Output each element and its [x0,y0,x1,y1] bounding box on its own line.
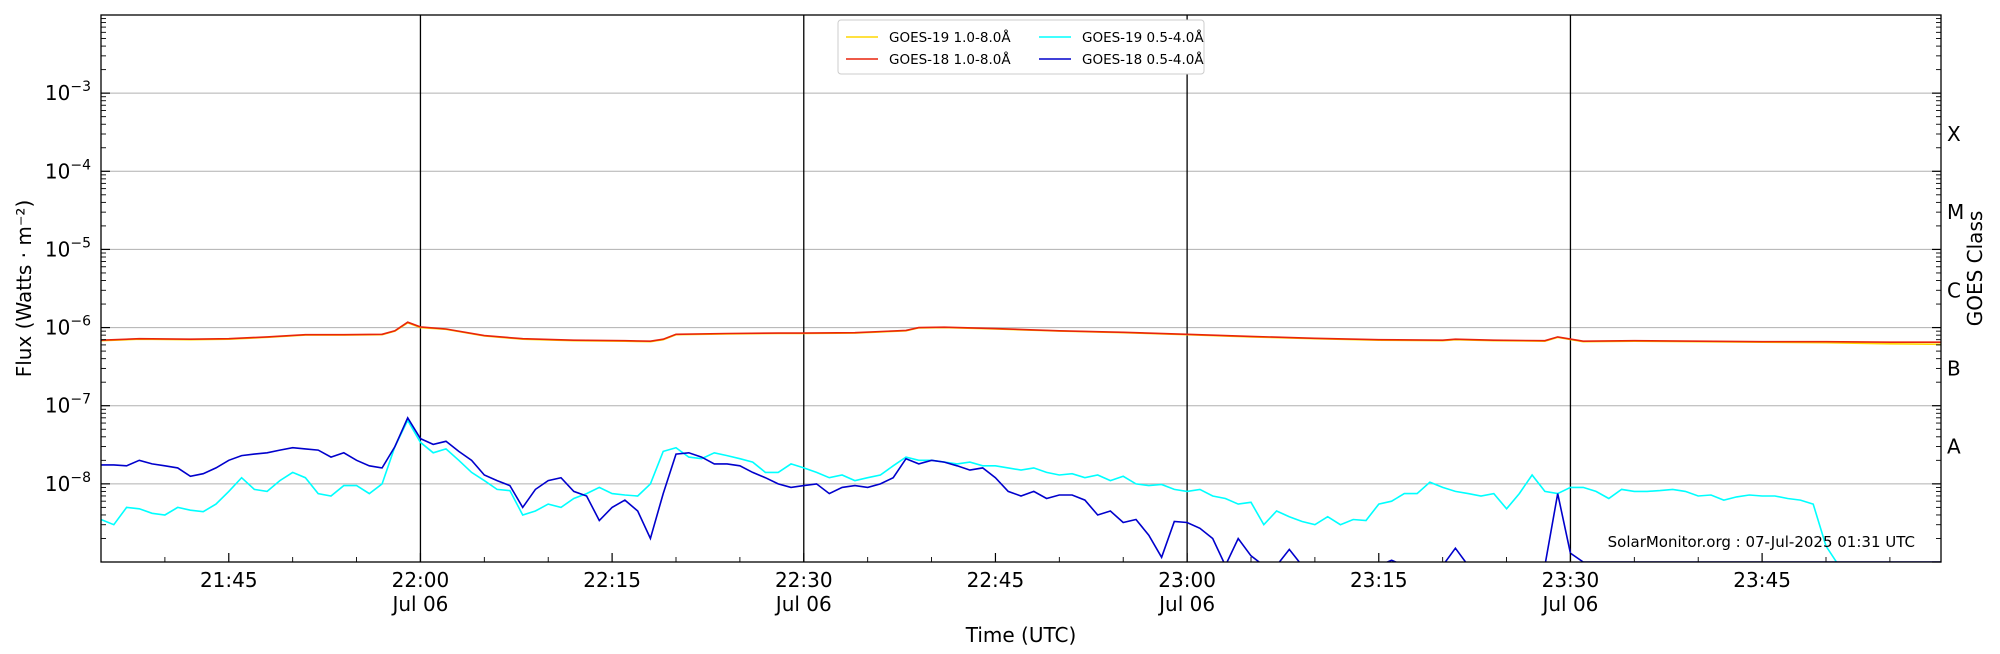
x-tick-date-label: Jul 06 [774,592,832,616]
y-tick-label: 10−4 [45,157,91,183]
y-tick-label: 10−7 [45,392,91,418]
x-tick-label: 23:00 [1158,568,1216,592]
x-tick-label: 23:15 [1350,568,1408,592]
series-layer [101,321,1941,562]
legend-box [837,19,1205,75]
plot-frame [100,14,1942,563]
source-annotation: SolarMonitor.org : 07-Jul-2025 01:31 UTC [1608,533,1915,551]
legend-label: GOES-18 0.5-4.0Å [1082,51,1204,68]
x-tick-date-label: Jul 06 [390,592,448,616]
y-axis-label: Flux (Watts · m⁻²) [12,200,36,378]
goes-class-label: M [1947,200,1964,224]
x-axis-label: Time (UTC) [965,623,1077,647]
y-tick-label: 10−8 [45,470,91,496]
goes-class-label: C [1947,278,1961,302]
legend-label: GOES-18 1.0-8.0Å [889,51,1011,68]
goes-class-axis-label: GOES Class [1963,211,1987,327]
x-tick-date-label: Jul 06 [1157,592,1215,616]
x-tick-label: 23:30 [1542,568,1600,592]
x-tick-label: 22:45 [967,568,1025,592]
x-tick-label: 22:30 [775,568,833,592]
y-tick-label: 10−6 [45,314,91,340]
series-line-2 [101,321,1941,344]
x-tick-label: 21:45 [200,568,258,592]
x-tick-label: 23:45 [1733,568,1791,592]
x-tick-date-label: Jul 06 [1540,592,1598,616]
series-line-4 [101,416,1941,562]
goes-class-label: A [1947,435,1961,459]
legend-label: GOES-19 1.0-8.0Å [889,29,1011,46]
x-tick-label: 22:00 [392,568,450,592]
legend-label: GOES-19 0.5-4.0Å [1082,29,1204,46]
y-tick-label: 10−3 [45,79,91,105]
series-line-3 [101,418,1838,562]
x-tick-label: 22:15 [583,568,641,592]
y-tick-label: 10−5 [45,235,91,261]
goes-class-label: B [1947,356,1961,380]
grid-layer [101,15,1941,562]
legend: GOES-19 1.0-8.0Å GOES-18 1.0-8.0Å GOES-19 … [837,19,1205,75]
goes-class-label: X [1947,122,1961,146]
